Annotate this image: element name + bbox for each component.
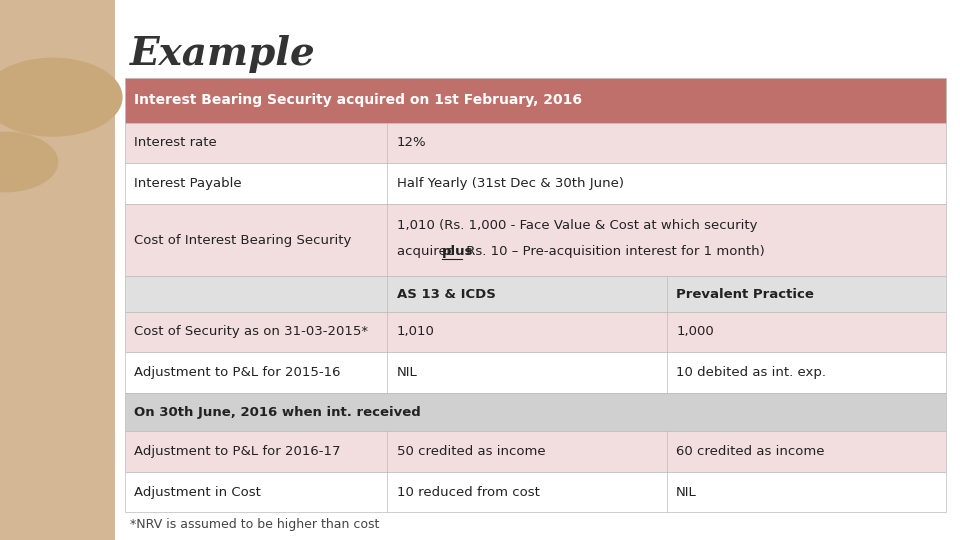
Text: plus: plus bbox=[442, 245, 473, 259]
Text: 1,000: 1,000 bbox=[676, 325, 714, 339]
Text: 1,010 (Rs. 1,000 - Face Value & Cost at which security: 1,010 (Rs. 1,000 - Face Value & Cost at … bbox=[397, 219, 757, 232]
FancyBboxPatch shape bbox=[125, 204, 946, 276]
Text: 12%: 12% bbox=[397, 136, 426, 150]
Text: Adjustment in Cost: Adjustment in Cost bbox=[134, 485, 261, 499]
Text: *NRV is assumed to be higher than cost: *NRV is assumed to be higher than cost bbox=[130, 518, 379, 531]
Text: NIL: NIL bbox=[676, 485, 697, 499]
Text: On 30th June, 2016 when int. received: On 30th June, 2016 when int. received bbox=[134, 406, 421, 419]
Text: Adjustment to P&L for 2016-17: Adjustment to P&L for 2016-17 bbox=[134, 445, 341, 458]
FancyBboxPatch shape bbox=[0, 0, 115, 540]
FancyBboxPatch shape bbox=[125, 163, 946, 204]
Text: Adjustment to P&L for 2015-16: Adjustment to P&L for 2015-16 bbox=[134, 366, 341, 379]
FancyBboxPatch shape bbox=[125, 78, 946, 123]
Text: Rs. 10 – Pre-acquisition interest for 1 month): Rs. 10 – Pre-acquisition interest for 1 … bbox=[462, 245, 765, 259]
Text: 10 reduced from cost: 10 reduced from cost bbox=[397, 485, 540, 499]
Text: Half Yearly (31st Dec & 30th June): Half Yearly (31st Dec & 30th June) bbox=[397, 177, 624, 190]
Text: 1,010: 1,010 bbox=[397, 325, 435, 339]
FancyBboxPatch shape bbox=[125, 352, 946, 393]
Text: Interest Bearing Security acquired on 1st February, 2016: Interest Bearing Security acquired on 1s… bbox=[134, 93, 583, 107]
Text: 10 debited as int. exp.: 10 debited as int. exp. bbox=[676, 366, 827, 379]
Text: NIL: NIL bbox=[397, 366, 418, 379]
Text: Prevalent Practice: Prevalent Practice bbox=[676, 287, 814, 301]
FancyBboxPatch shape bbox=[125, 123, 946, 163]
FancyBboxPatch shape bbox=[125, 431, 946, 472]
Text: 50 credited as income: 50 credited as income bbox=[397, 445, 545, 458]
Text: acquired: acquired bbox=[397, 245, 460, 259]
Text: 60 credited as income: 60 credited as income bbox=[676, 445, 825, 458]
Text: Interest Payable: Interest Payable bbox=[134, 177, 242, 190]
FancyBboxPatch shape bbox=[125, 276, 946, 312]
Text: AS 13 & ICDS: AS 13 & ICDS bbox=[397, 287, 496, 301]
Text: Cost of Security as on 31-03-2015*: Cost of Security as on 31-03-2015* bbox=[134, 325, 369, 339]
Text: Example: Example bbox=[130, 35, 315, 73]
Text: Cost of Interest Bearing Security: Cost of Interest Bearing Security bbox=[134, 233, 351, 247]
Circle shape bbox=[0, 132, 58, 192]
Circle shape bbox=[0, 58, 122, 136]
FancyBboxPatch shape bbox=[125, 472, 946, 512]
FancyBboxPatch shape bbox=[125, 393, 946, 431]
Text: Interest rate: Interest rate bbox=[134, 136, 217, 150]
FancyBboxPatch shape bbox=[125, 312, 946, 352]
